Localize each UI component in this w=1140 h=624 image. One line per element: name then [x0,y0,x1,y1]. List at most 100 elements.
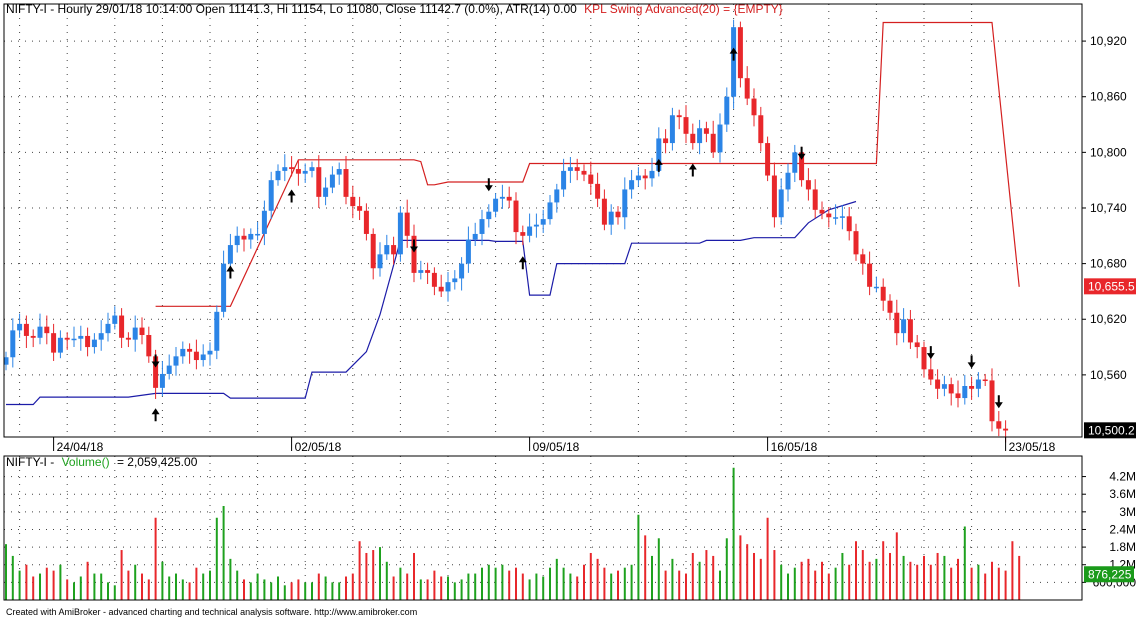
candle-body [581,170,587,175]
candle-body [622,189,628,218]
candle-body [139,327,145,336]
sell-signal-arrow [967,355,976,369]
candle-body [241,235,247,240]
candle-body [418,270,424,273]
candle-body [10,330,16,358]
candle-body [146,335,152,357]
buy-signal-arrow [287,189,296,203]
candle-body [214,311,220,351]
candle-body [601,198,607,225]
buy-signal-arrow [688,163,697,177]
candle-body [567,167,573,171]
sell-signal-arrow [410,239,418,253]
candle-body [846,216,852,232]
candle-body [329,174,335,188]
candle-body [459,263,465,279]
candle-body [690,133,696,144]
swing-indicator-lines [6,21,1020,406]
candle-body [207,350,213,355]
candle-body [1003,428,1009,431]
date-label: 09/05/18 [533,440,580,454]
candle-body [948,384,954,394]
candle-body [438,286,444,292]
buy-signal-arrow [226,265,235,279]
indicator-last-value-bg [1084,278,1136,295]
volume-tick-label: 2.4M [1109,522,1136,536]
candle-body [724,96,730,125]
candle-body [873,286,879,289]
candle-body [588,174,594,184]
candle-body [173,356,179,366]
candle-body [275,170,281,181]
pane-frames [3,3,1083,601]
candle-body [153,356,159,388]
candle-body [465,239,471,264]
price-tick-label: 10,800 [1090,145,1127,159]
candle-body [404,212,410,236]
buy-signal-arrow [151,408,160,422]
date-label: 23/05/18 [1009,440,1056,454]
swing-signal-arrows [151,47,1003,422]
candle-body [166,365,172,374]
candle-body [431,272,437,287]
candle-body [819,209,825,214]
candle-body [323,187,329,197]
candle-body [758,115,764,144]
candle-body [921,347,927,370]
candle-body [737,27,743,79]
date-label: 02/05/18 [295,440,342,454]
candle-body [744,78,750,99]
candle-body [472,233,478,240]
candle-body [907,319,913,343]
candle-body [880,286,886,301]
candle-body [683,117,689,134]
support-line [6,200,857,406]
candle-body [527,226,533,236]
candle-body [255,233,261,236]
last-price-value: 10,500.2 [1088,423,1135,437]
candle-body [343,169,349,197]
candle-body [520,232,526,236]
indicator-header-text: KPL Swing Advanced(20) = {EMPTY} [584,2,783,16]
candle-body [547,202,553,220]
candle-body [397,212,403,255]
candle-body [23,323,29,336]
candle-body [554,189,560,203]
candle-body [955,393,961,399]
candle-body [91,339,97,348]
last-price-value-bg [1084,422,1136,439]
candle-body [227,245,233,264]
candle-body [635,175,641,181]
price-pane-frame [3,3,1083,438]
volume-header-prefix: NIFTY-I - [6,455,54,469]
candle-body [513,200,519,233]
price-pane-header: NIFTY-I - Hourly 29/01/18 10:14:00 Open … [6,2,783,16]
candle-body [996,421,1002,429]
candle-body [180,348,186,357]
candle-body [751,98,757,116]
candle-body [30,335,36,338]
candle-body [302,170,308,174]
candle-body [105,323,111,334]
candle-body [833,217,839,219]
candle-body [765,143,771,176]
candle-body [187,348,193,352]
volume-last-value-bg [1084,566,1134,583]
candle-body [935,379,941,389]
candle-body [901,319,907,334]
candle-body [486,211,492,220]
sell-signal-arrow [484,178,493,192]
candle-body [17,323,23,331]
sell-signal-arrow [926,346,935,360]
candle-body [85,335,91,348]
candle-body [839,216,845,218]
candle-body [44,326,50,334]
candle-body [506,196,512,201]
price-tick-label: 10,680 [1090,257,1127,271]
sell-signal-arrow [994,395,1003,409]
price-tick-label: 10,620 [1090,312,1127,326]
sell-signal-arrow [151,354,160,368]
candle-body [248,233,254,240]
